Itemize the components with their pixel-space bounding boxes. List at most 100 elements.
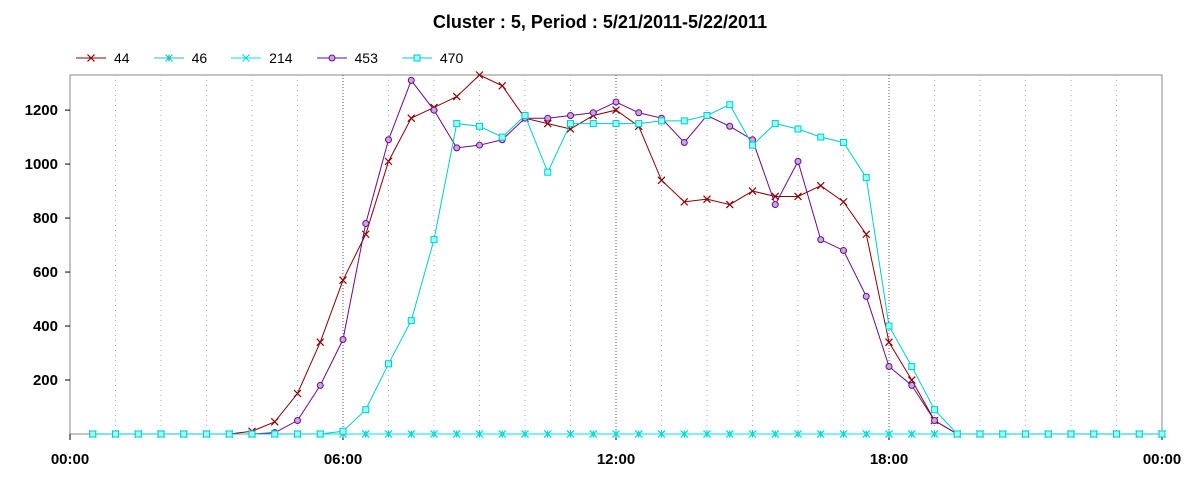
data-point — [589, 109, 597, 117]
data-point — [816, 430, 825, 438]
legend-swatch — [231, 54, 262, 62]
legend-label: 453 — [354, 50, 378, 66]
series-line — [92, 104, 1162, 435]
data-point — [544, 114, 552, 122]
data-point — [612, 106, 620, 115]
data-point — [839, 430, 848, 438]
data-point — [339, 276, 347, 285]
data-point — [726, 101, 734, 109]
data-point — [452, 92, 461, 101]
data-point — [452, 430, 461, 438]
data-point — [157, 430, 165, 438]
x-tick-label: 18:00 — [870, 451, 908, 468]
data-point — [543, 430, 552, 438]
legend-item-46: 46 — [152, 50, 208, 66]
data-point — [658, 117, 665, 125]
legend-label: 214 — [269, 50, 293, 66]
data-point — [1067, 430, 1075, 438]
data-point — [862, 292, 870, 300]
data-point — [816, 181, 825, 190]
data-point — [112, 430, 119, 438]
data-point — [1135, 430, 1143, 438]
legend-swatch — [153, 54, 184, 62]
data-point — [316, 430, 324, 438]
data-point — [840, 246, 847, 254]
data-point — [1044, 430, 1052, 438]
legend-marker — [328, 54, 336, 62]
data-point — [839, 197, 848, 206]
data-point — [248, 430, 256, 438]
data-point — [657, 176, 666, 185]
data-point — [771, 120, 779, 128]
data-point — [885, 338, 893, 347]
data-point — [361, 430, 370, 438]
data-point — [930, 430, 939, 438]
data-point — [521, 111, 529, 119]
data-point — [726, 122, 734, 130]
legend-item-214: 214 — [229, 50, 293, 66]
data-point — [407, 76, 415, 84]
chart-title: Cluster : 5, Period : 5/21/2011-5/22/201… — [432, 12, 768, 32]
legend-swatch — [76, 54, 106, 62]
legend-label: 46 — [191, 50, 208, 66]
data-point — [407, 114, 416, 123]
data-point — [430, 430, 438, 438]
data-point — [953, 430, 961, 438]
legend-item-44: 44 — [74, 50, 130, 66]
data-point — [316, 338, 325, 347]
data-point — [885, 363, 893, 371]
legend: 44 46 214 453 470 — [74, 48, 485, 68]
data-point — [634, 430, 643, 438]
data-point — [203, 430, 210, 438]
data-point — [339, 336, 347, 344]
data-point — [862, 174, 870, 182]
legend-marker — [87, 54, 95, 62]
data-point — [908, 381, 916, 389]
data-point — [680, 138, 688, 146]
data-point — [748, 187, 757, 195]
plot-area — [69, 74, 1163, 435]
data-point — [362, 406, 370, 414]
legend-marker — [164, 54, 173, 62]
data-point — [771, 430, 780, 438]
data-point — [635, 120, 643, 128]
data-point — [749, 141, 756, 149]
data-point — [907, 376, 916, 384]
data-point — [885, 430, 893, 438]
data-point — [703, 430, 711, 438]
data-point — [385, 136, 392, 144]
data-point — [862, 230, 871, 239]
data-point — [544, 168, 552, 176]
data-point — [680, 117, 688, 125]
legend-item-453: 453 — [315, 50, 378, 66]
data-point — [1022, 430, 1029, 438]
y-tick-label: 200 — [33, 372, 58, 389]
data-point — [794, 125, 802, 133]
data-point — [1158, 430, 1166, 438]
data-point — [680, 430, 689, 438]
data-point — [635, 109, 643, 117]
y-tick-label: 800 — [33, 210, 58, 227]
data-point — [89, 430, 97, 438]
data-point — [385, 360, 392, 368]
data-point — [589, 120, 597, 128]
data-point — [794, 192, 802, 201]
data-point — [771, 201, 779, 209]
data-point — [567, 111, 574, 119]
data-point — [976, 430, 984, 438]
legend-item-470: 470 — [400, 50, 463, 66]
data-point — [475, 430, 484, 438]
data-point — [931, 417, 938, 425]
data-point — [589, 430, 598, 438]
data-point — [476, 122, 483, 130]
x-tick-label: 00:00 — [51, 451, 89, 468]
data-point — [134, 430, 142, 438]
data-point — [475, 71, 484, 79]
x-tick-label: 00:00 — [1143, 451, 1181, 468]
data-point — [430, 236, 438, 244]
data-point — [271, 430, 279, 438]
data-point — [384, 157, 393, 166]
data-point — [612, 120, 620, 128]
y-tick-label: 600 — [33, 264, 58, 281]
